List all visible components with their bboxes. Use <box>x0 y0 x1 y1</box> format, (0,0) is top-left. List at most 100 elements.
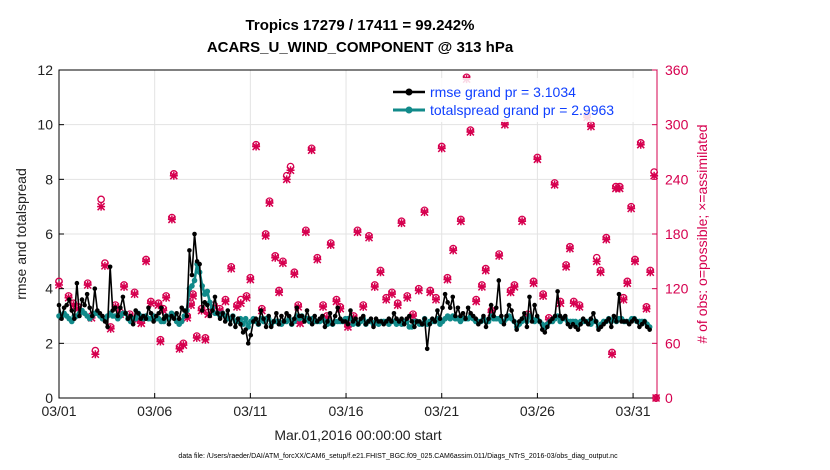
rmse-point <box>435 308 440 313</box>
chart-title-line1: Tropics 17279 / 17411 = 99.242% <box>246 17 475 34</box>
rmse-point <box>427 321 433 327</box>
rmse-point <box>302 319 307 324</box>
y-axis-label: rmse and totalspread <box>13 168 29 300</box>
rmse-point <box>215 310 220 316</box>
rmse-point <box>176 316 182 322</box>
rmse-point <box>422 316 427 322</box>
obs-assimilated-marker <box>449 246 458 255</box>
totalspread-point <box>204 288 211 295</box>
rmse-point <box>575 327 581 332</box>
rmse-point <box>465 305 471 311</box>
obs-assimilated-marker <box>487 308 496 317</box>
y-tick-label: 8 <box>45 171 53 187</box>
obs-assimilated-marker <box>313 255 322 264</box>
obs-assimilated-marker <box>382 295 391 304</box>
rmse-point <box>158 305 164 311</box>
rmse-point <box>473 316 479 322</box>
rmse-point <box>360 313 366 319</box>
obs-assimilated-marker <box>261 231 270 240</box>
rmse-point <box>353 316 358 322</box>
rmse-point <box>330 321 335 327</box>
rmse-point <box>371 324 376 330</box>
obs-assimilated-marker <box>154 301 163 310</box>
rmse-point <box>192 231 197 237</box>
obs-assimilated-marker <box>623 279 632 288</box>
rmse-point <box>614 319 619 324</box>
rmse-point <box>107 264 113 270</box>
rmse-point <box>263 324 269 330</box>
obs-assimilated-marker <box>586 122 596 131</box>
rmse-point <box>491 313 496 319</box>
totalspread-point <box>189 283 195 289</box>
obs-assimilated-marker <box>630 257 640 266</box>
y-axis-left: 0 2 4 6 8 10 12 <box>37 62 64 406</box>
rmse-point <box>189 272 195 278</box>
y-tick-label: 4 <box>45 281 53 297</box>
obs-assimilated-marker <box>506 288 515 297</box>
y-axis-right: 0 60 120 180 240 300 360 <box>652 62 689 406</box>
rmse-point <box>79 297 85 302</box>
rmse-point <box>258 308 264 313</box>
obs-assimilated-marker <box>619 295 628 304</box>
rmse-point <box>424 346 430 352</box>
rmse-point <box>447 305 453 311</box>
rmse-point <box>89 313 95 319</box>
obs-assimilated-marker <box>227 264 236 273</box>
rmse-point <box>401 321 407 327</box>
obs-assimilated-marker <box>636 140 645 149</box>
obs-assimilated-marker <box>97 202 106 211</box>
rmse-point <box>320 313 325 319</box>
rmse-point <box>220 310 225 316</box>
rmse-point <box>542 330 548 335</box>
obs-assimilated-marker <box>562 262 571 271</box>
rmse-point <box>118 305 123 311</box>
rmse-point <box>228 321 233 327</box>
obs-assimilated-marker <box>167 215 176 224</box>
chart-title-line2: ACARS_U_WIND_COMPONENT @ 313 hPa <box>207 39 514 56</box>
rmse-point <box>243 327 248 332</box>
obs-assimilated-marker <box>179 341 188 350</box>
obs-markers <box>54 73 661 403</box>
totalspread-point <box>242 315 249 322</box>
rmse-point <box>225 308 231 313</box>
obs-assimilated-marker <box>307 146 316 155</box>
rmse-point <box>248 332 254 338</box>
obs-assimilated-marker <box>627 204 636 213</box>
x-tick-label: 03/16 <box>329 403 364 419</box>
rmse-point <box>593 319 599 324</box>
rmse-point <box>181 308 187 313</box>
right-tick-label: 300 <box>665 117 689 133</box>
rmse-point <box>59 316 64 322</box>
rmse-point <box>591 310 596 316</box>
rmse-point <box>432 319 438 324</box>
obs-assimilated-marker <box>120 282 129 291</box>
rmse-point <box>82 302 87 308</box>
rmse-point <box>514 327 519 332</box>
rmse-point <box>647 327 652 332</box>
rmse-point <box>606 316 612 322</box>
rmse-point <box>222 319 228 324</box>
rmse-point <box>455 305 461 311</box>
rmse-point <box>585 321 591 327</box>
obs-assimilated-marker <box>569 299 578 308</box>
obs-assimilated-marker <box>278 259 287 268</box>
obs-assimilated-marker <box>130 290 139 299</box>
obs-assimilated-marker <box>159 306 168 315</box>
obs-assimilated-marker <box>575 302 584 311</box>
totalspread-point <box>191 277 198 284</box>
obs-assimilated-marker <box>332 297 341 306</box>
y-tick-label: 2 <box>45 335 53 351</box>
rmse-point <box>642 319 647 324</box>
rmse-point <box>527 294 532 300</box>
rmse-point <box>281 319 287 324</box>
rmse-point <box>261 316 266 322</box>
rmse-point <box>294 305 300 311</box>
rmse-point <box>534 313 540 319</box>
obs-assimilated-marker <box>142 257 151 266</box>
obs-assimilated-marker <box>322 313 331 322</box>
rmse-point <box>69 308 75 313</box>
obs-assimilated-marker <box>156 337 165 346</box>
obs-assimilated-marker <box>477 282 486 291</box>
rmse-point <box>453 313 458 319</box>
obs-assimilated-marker <box>437 144 446 153</box>
